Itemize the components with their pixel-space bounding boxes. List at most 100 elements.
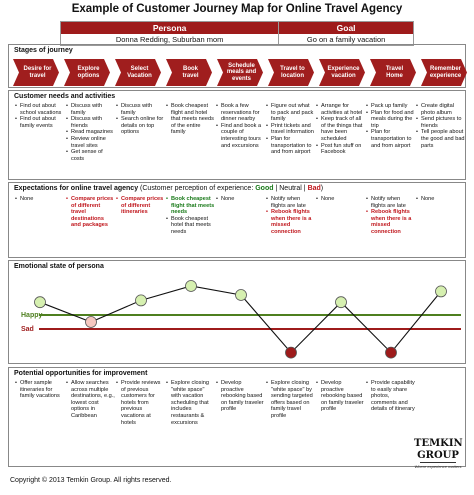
expectation-column-7: None xyxy=(316,196,365,203)
need-item: Plan for transportation to and from airp… xyxy=(366,129,415,149)
persona-goal-table: Persona Goal Donna Redding, Suburban mom… xyxy=(60,21,414,46)
needs-column-4: Book cheapest flight and hotel that meet… xyxy=(166,103,215,136)
need-item: Search online for details on top options xyxy=(116,116,165,136)
emotion-point-9 xyxy=(435,285,447,298)
emotion-point-2 xyxy=(85,316,97,328)
goal-header: Goal xyxy=(336,23,356,33)
expectation-item: Notify when flights are late xyxy=(266,196,315,209)
expectation-item: Rebook flights when there is a missed co… xyxy=(366,209,415,235)
needs-column-1: Find out about school vacationsFind out … xyxy=(15,103,64,129)
emotion-point-7 xyxy=(335,296,347,309)
persona-value: Donna Redding, Suburban mom xyxy=(61,34,280,45)
opportunity-item: Allow searches across multiple destinati… xyxy=(66,380,115,420)
need-item: Book cheapest flight and hotel that meet… xyxy=(166,103,215,136)
expectation-column-2: Compare prices of different travel desti… xyxy=(66,196,115,229)
expectation-item: Notify when flights are late xyxy=(366,196,415,209)
need-item: Pack up family xyxy=(366,103,415,110)
need-item: Create digital photo album xyxy=(416,103,465,116)
need-item: Book a few reservations for dinner nearb… xyxy=(216,103,265,123)
need-item: Send pictures to friends xyxy=(416,116,465,129)
stage-2: Explore options xyxy=(64,59,110,86)
opportunity-column-8: Provide capability to easily share photo… xyxy=(366,380,415,413)
need-item: Plan for food and meals during the trip xyxy=(366,110,415,130)
need-item: Discuss with friends xyxy=(66,116,115,129)
stage-1: Desire for travel xyxy=(13,59,59,86)
opportunity-column-6: Explore closing "white space" by sending… xyxy=(266,380,315,420)
need-item: Print tickets and travel information xyxy=(266,123,315,136)
need-item: Figure out what to pack and pack family xyxy=(266,103,315,123)
need-item: Get sense of costs xyxy=(66,149,115,162)
legend-open: (Customer perception of experience: xyxy=(140,185,254,192)
need-item: Read magazines xyxy=(66,129,115,136)
happy-label: Happy xyxy=(21,312,43,319)
expectation-item: Compare prices of different travel desti… xyxy=(66,196,115,229)
need-item: Arrange for activities at hotel xyxy=(316,103,365,116)
emotional-title: Emotional state of persona xyxy=(14,263,104,270)
stage-4: Book travel xyxy=(166,59,212,86)
need-item: Tell people about the good and bad parts xyxy=(416,129,465,149)
legend-sep1: | xyxy=(275,185,278,192)
sad-label: Sad xyxy=(21,326,34,333)
temkin-logo: TEMKIN GROUP Where experience matters xyxy=(414,438,463,488)
stage-9: Remember experience xyxy=(421,59,467,86)
expectation-column-1: None xyxy=(15,196,64,203)
need-item: Find out about family events xyxy=(15,116,64,129)
expectation-column-4: Book cheapest flight that meets needsBoo… xyxy=(166,196,215,236)
need-item: Plan for transportation to and from airp… xyxy=(266,136,315,156)
stages-title: Stages of journey xyxy=(14,47,73,54)
stages-section: Stages of journey Desire for travel Explo… xyxy=(8,44,466,88)
opportunity-column-3: Provide reviews of previous customers fo… xyxy=(116,380,165,426)
expectations-section: Expectations for online travel agency (C… xyxy=(8,182,466,258)
emotion-point-4 xyxy=(185,280,197,292)
emotion-point-5 xyxy=(235,289,247,301)
stage-6: Travel to location xyxy=(268,59,314,86)
need-item: Find out about school vacations xyxy=(15,103,64,116)
legend-sep2: | xyxy=(303,185,306,192)
goal-value: Go on a family vacation xyxy=(306,35,386,44)
expectation-column-3: Compare prices of different itineraries xyxy=(116,196,165,216)
expectation-item: None xyxy=(416,196,465,203)
need-item: Discuss with family xyxy=(116,103,165,116)
persona-header: Persona xyxy=(61,22,280,34)
expectation-item: Book cheapest flight that meets needs xyxy=(166,196,215,216)
logo-line2: GROUP xyxy=(417,450,459,461)
needs-column-9: Create digital photo albumSend pictures … xyxy=(416,103,465,149)
opportunity-column-7: Develop proactive rebooking based on fam… xyxy=(316,380,365,413)
opportunity-column-4: Explore closing "white space" with vacat… xyxy=(166,380,215,426)
need-item: Keep track of all of the things that hav… xyxy=(316,116,365,142)
expectation-item: None xyxy=(316,196,365,203)
opportunity-item: Explore closing "white space" by sending… xyxy=(266,380,315,420)
needs-column-7: Arrange for activities at hotelKeep trac… xyxy=(316,103,365,156)
emotion-chart: Happy Sad xyxy=(21,280,461,359)
legend-neutral: Neutral xyxy=(279,185,302,192)
expectations-title: Expectations for online travel agency xyxy=(14,185,139,192)
need-item: Review online travel sites xyxy=(66,136,115,149)
expectation-column-6: Notify when flights are lateRebook fligh… xyxy=(266,196,315,236)
opportunity-item: Offer sample itineraries for family vaca… xyxy=(15,380,64,400)
opportunities-section: Potential opportunities for improvement … xyxy=(8,367,466,467)
emotional-section: Emotional state of persona Happy Sad xyxy=(8,260,466,364)
opportunity-column-2: Allow searches across multiple destinati… xyxy=(66,380,115,420)
expectation-item: Book cheapest hotel that meets needs xyxy=(166,216,215,236)
needs-column-3: Discuss with familySearch online for det… xyxy=(116,103,165,136)
opportunity-column-1: Offer sample itineraries for family vaca… xyxy=(15,380,64,400)
legend-close: ) xyxy=(320,185,324,192)
emotion-point-3 xyxy=(135,294,147,307)
logo-line1: TEMKIN xyxy=(414,438,463,449)
need-item: Find and book a couple of interesting to… xyxy=(216,123,265,149)
expectation-item: Rebook flights when there is a missed co… xyxy=(266,209,315,235)
needs-column-2: Discuss with familyDiscuss with friendsR… xyxy=(66,103,115,162)
expectation-column-8: Notify when flights are lateRebook fligh… xyxy=(366,196,415,236)
legend-bad: Bad xyxy=(307,185,321,192)
expectation-column-9: None xyxy=(416,196,465,203)
needs-column-5: Book a few reservations for dinner nearb… xyxy=(216,103,265,149)
opportunity-item: Explore closing "white space" with vacat… xyxy=(166,380,215,426)
emotion-point-8 xyxy=(385,346,397,359)
logo-tagline: Where experience matters xyxy=(414,464,462,469)
emotion-point-1 xyxy=(34,296,46,309)
needs-section: Customer needs and activities Find out a… xyxy=(8,90,466,180)
need-item: Discuss with family xyxy=(66,103,115,116)
expectation-column-5: None xyxy=(216,196,265,203)
expectation-item: None xyxy=(216,196,265,203)
need-item: Post fun stuff on Facebook xyxy=(316,143,365,156)
